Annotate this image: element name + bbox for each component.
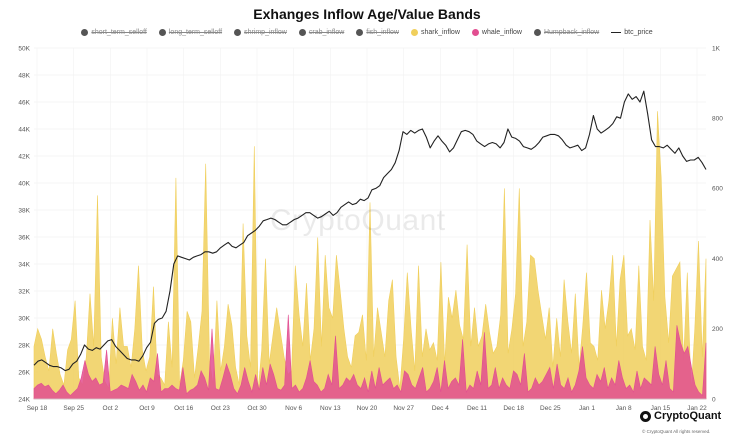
brand-logo: CryptoQuant [640,410,721,422]
legend-item-shrimp-inflow[interactable]: shrimp_inflow [234,29,287,36]
x-tick-label: Nov 13 [320,405,341,412]
legend-line-icon [611,32,622,33]
y-right-tick-label: 800 [712,116,723,123]
legend-label: long_term_selloff [168,29,223,36]
y-left-tick-label: 50K [18,45,30,52]
legend-item-humpback-inflow[interactable]: Humpback_inflow [533,29,600,36]
x-tick-label: Dec 4 [432,405,449,412]
legend-dot-icon [298,29,306,36]
legend-item-fish-inflow[interactable]: fish_inflow [356,29,399,36]
legend-label: Humpback_inflow [543,29,600,36]
legend-dot-icon [356,29,364,36]
y-left-tick-label: 48K [18,72,30,79]
legend-dot-icon [410,29,418,36]
x-tick-label: Oct 9 [139,405,155,412]
legend-dot-icon [81,29,89,36]
x-tick-label: Sep 18 [27,405,48,412]
y-left-tick-label: 32K [18,288,30,295]
legend-label: crab_inflow [308,29,345,36]
legend-dot-icon [234,29,242,36]
x-tick-label: Nov 27 [393,405,414,412]
y-left-tick-label: 34K [18,261,30,268]
y-left-tick-label: 42K [18,153,30,160]
legend-dot-icon [158,29,166,36]
legend-item-whale-inflow[interactable]: whale_inflow [471,29,522,36]
legend-item-short-term-selloff[interactable]: short_term_selloff [81,29,147,36]
x-tick-label: Oct 16 [174,405,194,412]
x-tick-label: Jan 15 [651,405,671,412]
legend-item-crab-inflow[interactable]: crab_inflow [298,29,345,36]
y-left-tick-label: 38K [18,207,30,214]
x-tick-label: Oct 30 [247,405,267,412]
copyright-text: © CryptoQuant All rights reserved. [642,429,711,434]
x-tick-label: Sep 25 [63,405,84,412]
legend-label: btc_price [624,29,653,36]
x-tick-label: Oct 23 [211,405,231,412]
whale-inflow-area [33,314,707,400]
x-tick-label: Jan 1 [579,405,595,412]
y-left-tick-label: 40K [18,180,30,187]
x-tick-label: Jan 8 [616,405,632,412]
chart-title: Exhanges Inflow Age/Value Bands [253,6,481,22]
legend-dot-icon [533,29,541,36]
shark-inflow-area [33,111,707,400]
legend-label: fish_inflow [366,29,399,36]
area-series [33,111,707,400]
legend-item-shark-inflow[interactable]: shark_inflow [410,29,460,36]
brand-name: CryptoQuant [654,410,722,422]
legend-item-long-term-selloff[interactable]: long_term_selloff [158,29,223,36]
x-tick-label: Dec 11 [467,405,487,412]
legend-label: whale_inflow [481,29,522,36]
cryptoquant-logo-icon [640,410,651,422]
y-right-tick-label: 0 [712,396,716,403]
watermark-text: CryptoQuant [270,204,446,237]
x-tick-label: Dec 25 [540,405,561,412]
legend-item-btc-price[interactable]: btc_price [611,29,653,36]
y-left-tick-label: 46K [18,99,30,106]
btc-price-line [33,90,707,372]
y-right-tick-label: 600 [712,186,723,193]
legend-label: shark_inflow [420,29,460,36]
legend-label: shrimp_inflow [244,29,287,36]
y-left-tick-label: 26K [18,369,30,376]
x-tick-label: Nov 20 [357,405,378,412]
y-left-tick-label: 30K [18,315,30,322]
legend: short_term_selloff long_term_selloff shrim… [0,29,734,36]
axes: 24K 26K 28K 30K 32K 34K 36K 38K 40K 42K 44K 46K 48K 5… [18,45,723,412]
y-left-tick-label: 28K [18,342,30,349]
line-series [33,90,707,372]
x-tick-label: Dec 18 [503,405,524,412]
legend-label: short_term_selloff [91,29,147,36]
x-tick-label: Jan 22 [687,405,707,412]
y-right-tick-label: 200 [712,326,723,333]
y-right-tick-label: 400 [712,256,723,263]
y-right-tick-label: 1K [712,45,721,52]
y-left-tick-label: 24K [18,396,30,403]
y-left-tick-label: 36K [18,234,30,241]
x-tick-label: Oct 2 [103,405,119,412]
y-left-tick-label: 44K [18,126,30,133]
x-tick-label: Nov 6 [285,405,302,412]
legend-dot-icon [471,29,479,36]
